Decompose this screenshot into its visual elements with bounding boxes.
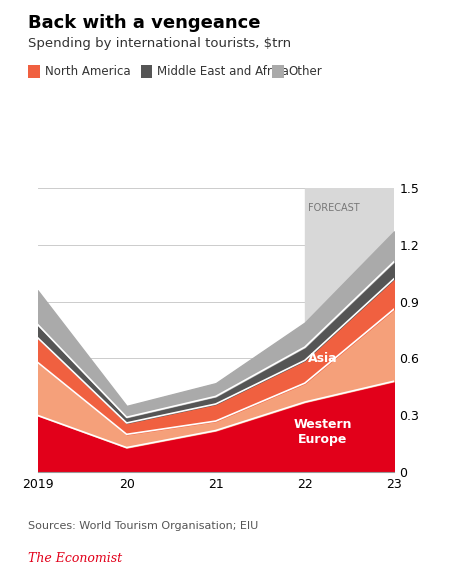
Text: Sources: World Tourism Organisation; EIU: Sources: World Tourism Organisation; EIU [28, 521, 258, 531]
Text: Spending by international tourists, $trn: Spending by international tourists, $trn [28, 37, 291, 50]
Text: FORECAST: FORECAST [308, 203, 359, 213]
Text: Western
Europe: Western Europe [294, 418, 352, 447]
Text: North America: North America [45, 65, 130, 77]
Text: Back with a vengeance: Back with a vengeance [28, 14, 261, 32]
Bar [305, 188, 394, 472]
Text: The Economist: The Economist [28, 552, 122, 565]
Text: Asia: Asia [308, 352, 338, 365]
Text: Other: Other [288, 65, 322, 77]
Text: Middle East and Africa: Middle East and Africa [157, 65, 289, 77]
